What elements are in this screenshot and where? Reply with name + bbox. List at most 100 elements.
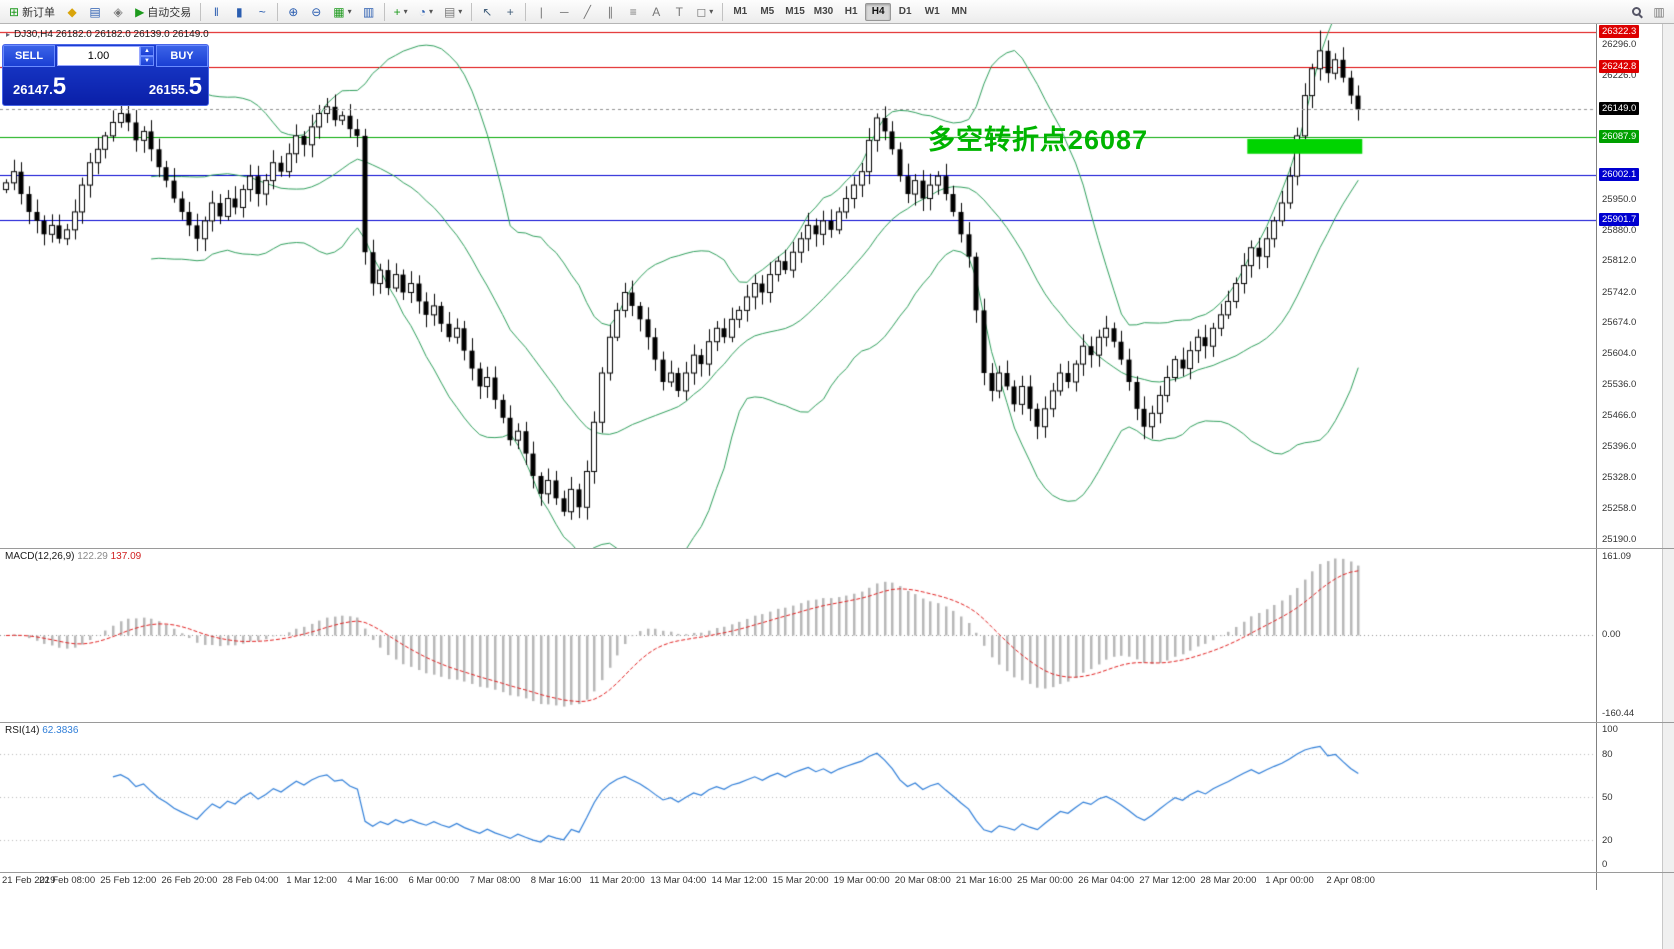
timeframe-M30-button[interactable]: M30 bbox=[810, 3, 837, 21]
rsi-label: RSI(14) 62.3836 bbox=[5, 725, 78, 736]
time-axis-label: 2 Apr 08:00 bbox=[1326, 875, 1375, 886]
candlestick-chart-icon: ▮ bbox=[235, 4, 243, 19]
tile-windows-icon: ▥ bbox=[362, 4, 375, 19]
price-tick: 25674.0 bbox=[1602, 317, 1637, 329]
zoom-in-button[interactable]: ⊕ bbox=[282, 2, 304, 22]
draw-trendline-button[interactable]: ╱ bbox=[576, 2, 598, 22]
draw-fibonacci-button[interactable]: ≡ bbox=[622, 2, 644, 22]
new-chart-button[interactable]: ▦ ▾ bbox=[328, 2, 356, 22]
macd-panel-canvas[interactable] bbox=[0, 548, 1596, 722]
timeframe-M1-button[interactable]: M1 bbox=[727, 3, 753, 21]
cursor-button[interactable]: ↖ bbox=[476, 2, 498, 22]
mql-community-button[interactable]: ◆ bbox=[61, 2, 83, 22]
timeframe-D1-button[interactable]: D1 bbox=[892, 3, 918, 21]
sell-button[interactable]: SELL bbox=[3, 45, 55, 67]
crosshair-button[interactable]: + bbox=[499, 2, 521, 22]
add-indicator-icon: + bbox=[393, 4, 401, 19]
time-axis-label: 20 Mar 08:00 bbox=[894, 875, 951, 886]
time-axis-label: 14 Mar 12:00 bbox=[711, 875, 768, 886]
price-line-badge: 26002.1 bbox=[1599, 168, 1640, 182]
time-axis-label: 8 Mar 16:00 bbox=[530, 875, 582, 886]
timeframe-W1-button[interactable]: W1 bbox=[919, 3, 945, 21]
panels-icon: ▥ bbox=[1653, 4, 1665, 19]
timeframe-H4-button[interactable]: H4 bbox=[865, 2, 892, 21]
price-line-badge: 26087.9 bbox=[1599, 129, 1640, 143]
time-axis-label: 28 Mar 20:00 bbox=[1200, 875, 1257, 886]
time-axis-label: 1 Mar 12:00 bbox=[286, 875, 337, 886]
chevron-down-icon: ▾ bbox=[347, 7, 352, 16]
periods-button[interactable]: ◔ ▾ bbox=[414, 2, 438, 22]
trendline-icon: ╱ bbox=[583, 4, 591, 19]
autotrading-label: 自动交易 bbox=[147, 6, 192, 19]
draw-shapes-button[interactable]: ◻ ▾ bbox=[691, 2, 718, 22]
cursor-arrow-icon: ↖ bbox=[482, 4, 493, 19]
news-icon: ◈ bbox=[113, 4, 123, 19]
volume-up-button[interactable]: ▲ bbox=[140, 46, 154, 56]
rsi-name: RSI(14) bbox=[5, 725, 40, 736]
price-axis[interactable]: 26296.0 26226.0 25950.0 25880.0 25812.0 25742… bbox=[1596, 24, 1662, 890]
price-line-badge: 25901.7 bbox=[1599, 213, 1640, 227]
rsi-panel-separator[interactable] bbox=[0, 722, 1674, 723]
buy-button[interactable]: BUY bbox=[156, 45, 208, 67]
mql-icon: ◆ bbox=[67, 4, 77, 19]
rsi-axis-label: 100 bbox=[1602, 724, 1618, 735]
macd-panel-separator[interactable] bbox=[0, 548, 1674, 549]
toolbar-separator bbox=[277, 2, 279, 21]
chart-line-button[interactable]: ~ bbox=[251, 2, 273, 22]
symbol-ohlc-text: DJ30,H4 26182.0 26182.0 26139.0 26149.0 bbox=[14, 29, 209, 40]
timeframe-M5-button[interactable]: M5 bbox=[754, 3, 780, 21]
line-chart-icon: ~ bbox=[258, 4, 266, 19]
toolbar: ⊞ 新订单 ◆ ▤ ◈ ▶ 自动交易 ‖ ▮ ~ ⊕ ⊖ bbox=[0, 0, 1674, 24]
new-order-button[interactable]: ⊞ 新订单 bbox=[4, 2, 60, 22]
macd-axis-label: -160.44 bbox=[1602, 708, 1635, 719]
time-axis-label: 21 Mar 16:00 bbox=[955, 875, 1012, 886]
zoom-out-button[interactable]: ⊖ bbox=[305, 2, 327, 22]
search-button[interactable] bbox=[1625, 2, 1647, 22]
new-order-label: 新订单 bbox=[22, 6, 56, 19]
draw-label-button[interactable]: T bbox=[668, 2, 690, 22]
autotrading-button[interactable]: ▶ 自动交易 bbox=[130, 2, 196, 22]
draw-hline-button[interactable]: ─ bbox=[553, 2, 575, 22]
channel-icon: ∥ bbox=[607, 4, 614, 19]
news-button[interactable]: ◈ bbox=[107, 2, 129, 22]
indicators-button[interactable]: + ▾ bbox=[389, 2, 413, 22]
timeframe-group: M1 M5 M15 M30 H1 H4 D1 W1 MN bbox=[727, 2, 972, 21]
volume-input[interactable] bbox=[57, 46, 140, 66]
toolbar-separator bbox=[722, 2, 724, 21]
main-chart-canvas[interactable] bbox=[0, 24, 1596, 548]
timeframe-M15-button[interactable]: M15 bbox=[781, 3, 808, 21]
user-profile-button[interactable]: ▤ bbox=[84, 2, 106, 22]
volume-down-button[interactable]: ▼ bbox=[140, 56, 154, 66]
text-tool-icon: A bbox=[652, 4, 661, 19]
price-tick: 25812.0 bbox=[1602, 255, 1637, 267]
timeframe-MN-button[interactable]: MN bbox=[946, 3, 972, 21]
buy-price-main: 26155. bbox=[148, 81, 189, 97]
buy-price[interactable]: 26155. 5 bbox=[149, 69, 202, 105]
buy-price-big-digit: 5 bbox=[188, 73, 202, 100]
rsi-axis-label: 0 bbox=[1602, 859, 1608, 870]
templates-button[interactable]: ▤ ▾ bbox=[439, 2, 467, 22]
panels-button[interactable]: ▥ bbox=[1648, 2, 1670, 22]
window-right-edge bbox=[1662, 24, 1674, 949]
chart-bars-button[interactable]: ‖ bbox=[205, 2, 227, 22]
autotrading-play-icon: ▶ bbox=[135, 4, 145, 19]
timeframe-H1-button[interactable]: H1 bbox=[838, 3, 864, 21]
time-axis[interactable]: 21 Feb 2019 22 Feb 08:00 25 Feb 12:00 26 Fe… bbox=[0, 872, 1596, 890]
draw-text-button[interactable]: A bbox=[645, 2, 667, 22]
bar-chart-icon: ‖ bbox=[213, 4, 219, 19]
tile-windows-button[interactable]: ▥ bbox=[358, 2, 380, 22]
time-axis-label: 25 Mar 00:00 bbox=[1017, 875, 1074, 886]
draw-vline-button[interactable]: | bbox=[530, 2, 552, 22]
one-click-trade-panel: SELL ▲ ▼ BUY 26147. 5 26155. 5 bbox=[2, 44, 209, 106]
rsi-panel-canvas[interactable] bbox=[0, 722, 1596, 872]
draw-channel-button[interactable]: ∥ bbox=[599, 2, 621, 22]
time-axis-label: 6 Mar 00:00 bbox=[408, 875, 460, 886]
sell-price[interactable]: 26147. 5 bbox=[13, 69, 66, 105]
price-tick: 25328.0 bbox=[1602, 471, 1637, 483]
chart-candles-button[interactable]: ▮ bbox=[228, 2, 250, 22]
one-click-toggle-icon[interactable]: ▸ bbox=[6, 30, 11, 39]
fibonacci-icon: ≡ bbox=[629, 4, 637, 19]
toolbar-separator bbox=[383, 2, 385, 21]
time-axis-label: 21 Feb 2019 bbox=[2, 875, 56, 886]
